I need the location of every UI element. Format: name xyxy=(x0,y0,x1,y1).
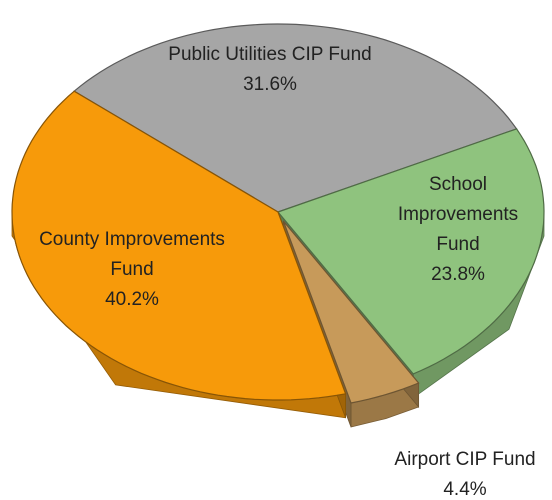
slice xyxy=(73,23,518,213)
slice xyxy=(276,128,545,375)
pie-tops xyxy=(11,23,545,404)
slice-value-label: 23.8% xyxy=(431,264,485,285)
slice xyxy=(282,220,420,404)
slice-label: County Improvements Fund xyxy=(39,229,225,280)
slice-label: Airport CIP Fund xyxy=(394,449,536,470)
slice-value-label: 40.2% xyxy=(105,289,159,310)
slice-label: School Improvements Fund xyxy=(397,174,519,255)
slice xyxy=(11,90,347,401)
slice-value-label: 4.4% xyxy=(443,479,487,500)
slice-label: Public Utilities CIP Fund xyxy=(168,44,372,65)
slice-value-label: 31.6% xyxy=(243,74,297,95)
